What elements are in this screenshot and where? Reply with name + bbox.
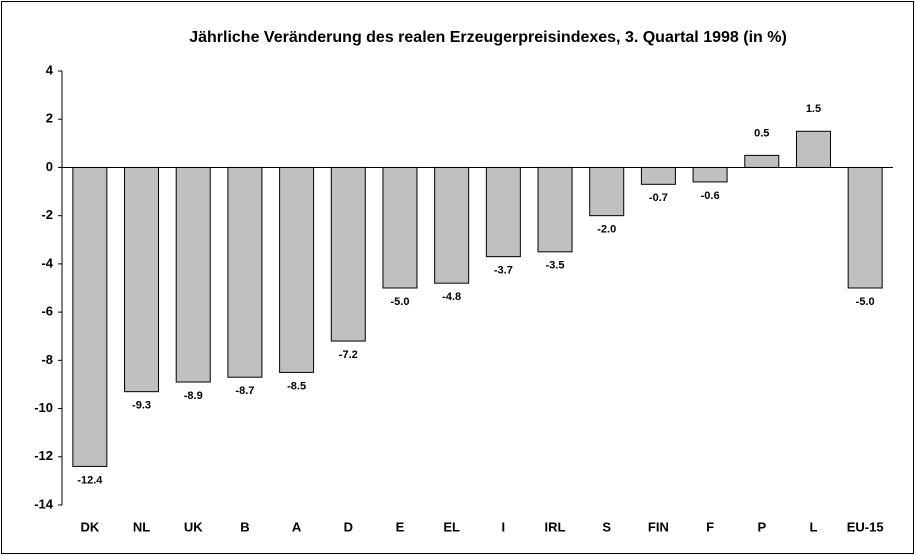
bar xyxy=(434,166,470,284)
value-label: -9.3 xyxy=(132,400,151,412)
x-tick-label: D xyxy=(344,519,353,534)
x-tick-label: UK xyxy=(184,519,203,534)
bar xyxy=(485,166,521,258)
value-label: 1.5 xyxy=(806,103,821,115)
x-tick-label: FIN xyxy=(648,519,669,534)
y-tick-label: 2 xyxy=(46,111,53,126)
y-tick-label: -8 xyxy=(41,352,53,367)
value-label: -8.7 xyxy=(235,385,254,397)
x-tick-label: E xyxy=(396,519,405,534)
x-tick-label: L xyxy=(809,519,817,534)
bar xyxy=(692,166,728,183)
chart-title: Jährliche Veränderung des realen Erzeuge… xyxy=(189,29,787,46)
bar xyxy=(124,166,160,393)
bar xyxy=(744,154,780,168)
bar xyxy=(175,166,211,383)
y-tick-label: -14 xyxy=(34,496,54,511)
value-label: -8.5 xyxy=(287,380,306,392)
x-tick-label: S xyxy=(602,519,611,534)
value-label: -4.8 xyxy=(442,291,461,303)
value-label: -3.5 xyxy=(546,260,565,272)
y-tick-label: -6 xyxy=(41,304,53,319)
x-tick-label: EU-15 xyxy=(847,519,884,534)
value-label: -7.2 xyxy=(339,349,358,361)
x-tick-label: A xyxy=(292,519,302,534)
bar xyxy=(330,166,366,342)
x-tick-label: IRL xyxy=(545,519,566,534)
bar xyxy=(589,166,625,217)
bar xyxy=(382,166,418,289)
bar xyxy=(537,166,573,253)
bar xyxy=(640,166,676,185)
y-tick-label: -10 xyxy=(34,400,53,415)
x-tick-label: NL xyxy=(133,519,150,534)
value-label: -0.7 xyxy=(649,192,668,204)
bar xyxy=(72,166,108,467)
bar xyxy=(227,166,263,378)
x-tick-label: I xyxy=(502,519,506,534)
value-label: -0.6 xyxy=(701,190,720,202)
x-tick-label: DK xyxy=(80,519,99,534)
y-tick-label: -4 xyxy=(41,255,53,270)
value-label: -12.4 xyxy=(77,474,103,486)
y-tick-label: 4 xyxy=(46,62,54,77)
y-tick-label: -12 xyxy=(34,448,53,463)
value-label: -3.7 xyxy=(494,265,513,277)
x-tick-label: F xyxy=(706,519,714,534)
value-label: -2.0 xyxy=(597,224,616,236)
value-label: -5.0 xyxy=(856,296,875,308)
bar xyxy=(279,166,315,373)
y-tick-label: 0 xyxy=(46,159,53,174)
y-tick-label: -2 xyxy=(41,207,53,222)
value-label: -8.9 xyxy=(184,390,203,402)
value-label: -5.0 xyxy=(390,296,409,308)
bar xyxy=(795,130,831,168)
x-tick-label: EL xyxy=(443,519,460,534)
x-tick-label: P xyxy=(757,519,766,534)
x-tick-label: B xyxy=(240,519,249,534)
value-label: 0.5 xyxy=(754,127,769,139)
bar xyxy=(847,166,883,289)
